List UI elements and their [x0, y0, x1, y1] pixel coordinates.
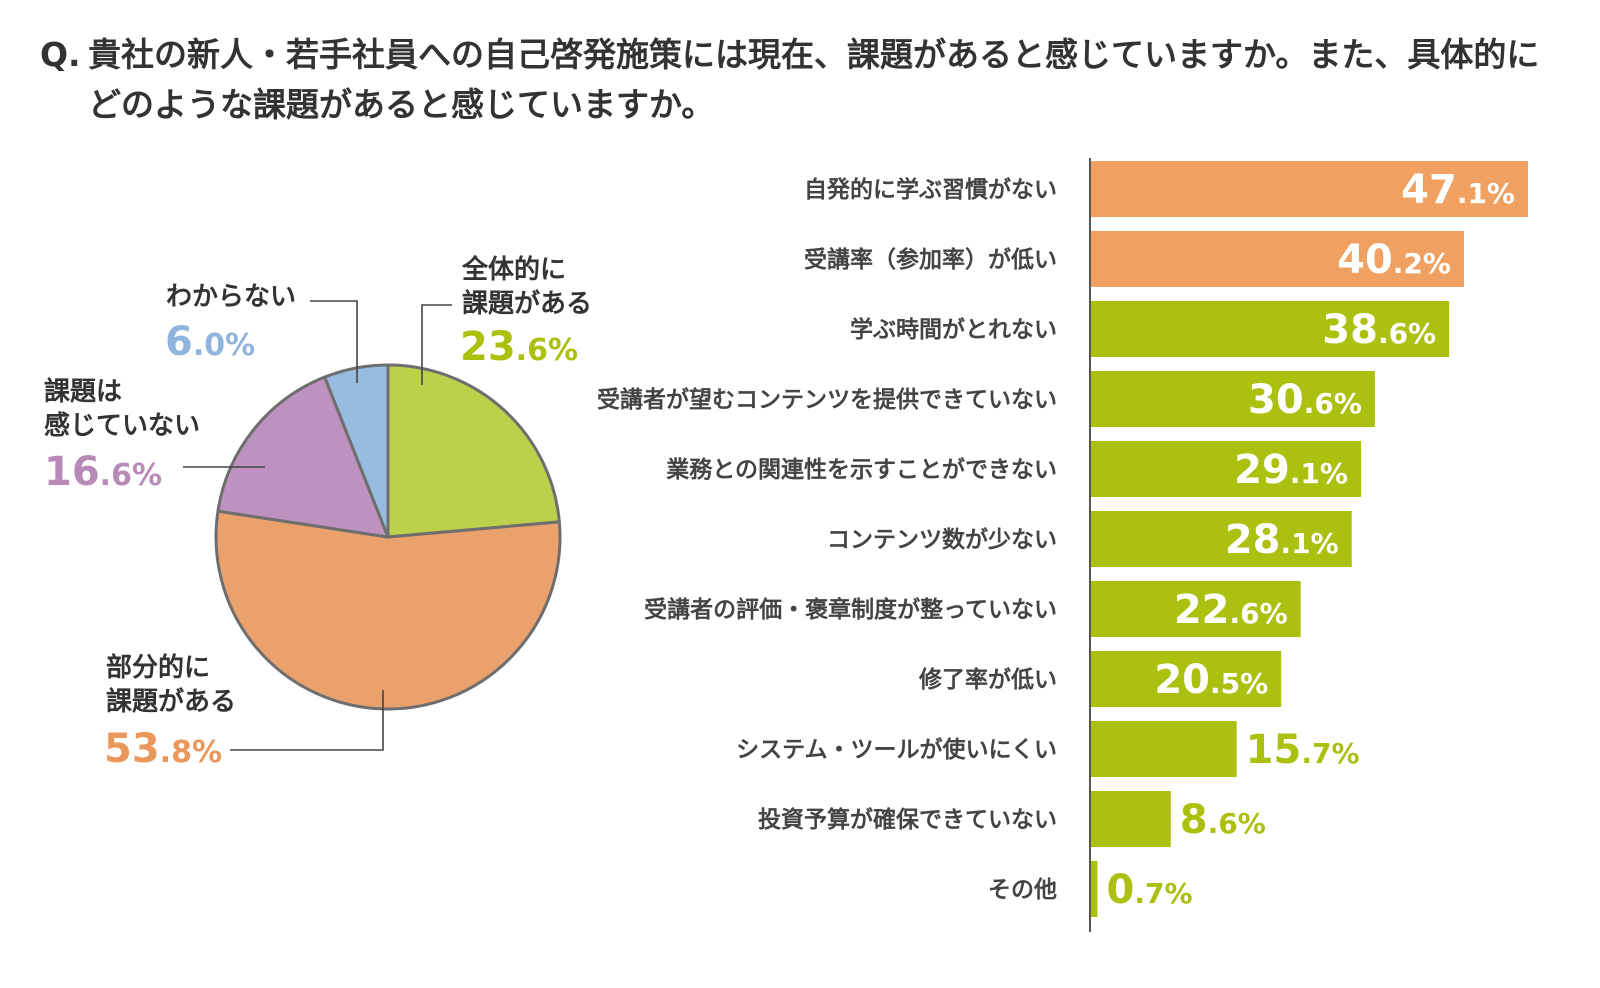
pie-slice-label-2-0: 課題は — [44, 376, 122, 407]
bar-value-label-4: 29.1% — [1234, 447, 1348, 493]
bar-9 — [1091, 791, 1171, 847]
pie-chart: 全体的に課題がある23.6%部分的に課題がある53.8%課題は感じていない16.… — [44, 254, 592, 772]
bar-category-label-9: 投資予算が確保できていない — [758, 806, 1057, 833]
pie-slice-label-2-1: 感じていない — [44, 411, 200, 441]
bar-value-label-10: 0.7% — [1106, 867, 1192, 913]
bar-value-label-3: 30.6% — [1248, 377, 1362, 423]
bar-2 — [1091, 301, 1450, 357]
question-text: 貴社の新人・若手社員への自己啓発施策には現在、課題があると感じていますか。また、… — [88, 35, 1540, 124]
bar-8 — [1091, 721, 1237, 777]
question-prefix: Q. — [40, 35, 81, 74]
pie-slice-0 — [386, 363, 561, 539]
pie-leader-line-0 — [421, 304, 452, 385]
bar-1 — [1091, 231, 1464, 287]
bar-value-label-2: 38.6% — [1322, 307, 1436, 353]
bar-value-label-6: 22.6% — [1174, 587, 1288, 633]
pie-slice-value-3: 6.0% — [165, 319, 255, 365]
pie-slice-label-3-0: わからない — [166, 282, 296, 312]
bar-3 — [1091, 371, 1375, 427]
bar-chart: 自発的に学ぶ習慣がない 47.1% 受講率（参加率）が低い 40.2% 学ぶ時間がとれな… — [597, 158, 1528, 932]
bar-value-label-5: 28.1% — [1225, 517, 1339, 563]
bar-0 — [1091, 161, 1528, 217]
pie-slice-3 — [323, 363, 390, 539]
bar-6 — [1091, 581, 1301, 637]
pie-slice-value-1: 53.8% — [104, 726, 222, 772]
pie-slice-label-0-1: 課題がある — [462, 288, 592, 319]
bar-value-label-9: 8.6% — [1180, 797, 1266, 843]
question-title: Q. 貴社の新人・若手社員への自己啓発施策には現在、課題があると感じていますか。… — [40, 30, 1570, 130]
bar-value-label-7: 20.5% — [1154, 657, 1268, 703]
bar-category-label-6: 受講者の評価・褒章制度が整っていない — [644, 596, 1057, 623]
bar-value-label-8: 15.7% — [1246, 727, 1360, 773]
pie-leader-line-3 — [310, 300, 358, 383]
bar-category-label-8: システム・ツールが使いにくい — [736, 736, 1057, 763]
bar-value-label-1: 40.2% — [1337, 237, 1451, 283]
bar-category-label-2: 学ぶ時間がとれない — [850, 316, 1057, 343]
bar-category-label-3: 受講者が望むコンテンツを提供できていない — [597, 386, 1057, 413]
pie-slice-label-1-1: 課題がある — [106, 686, 236, 717]
bar-7 — [1091, 651, 1282, 707]
bar-4 — [1091, 441, 1361, 497]
pie-slice-label-0-0: 全体的に — [461, 254, 566, 285]
pie-slice-label-1-0: 部分的に — [106, 652, 210, 683]
bar-category-label-7: 修了率が低い — [918, 666, 1057, 693]
bar-category-label-10: その他 — [988, 877, 1057, 903]
bar-10 — [1091, 861, 1098, 917]
bar-category-label-0: 自発的に学ぶ習慣がない — [804, 176, 1057, 203]
pie-slice-value-0: 23.6% — [460, 324, 578, 370]
bar-category-label-1: 受講率（参加率）が低い — [804, 246, 1057, 273]
bar-category-label-4: 業務との関連性を示すことができない — [665, 456, 1057, 483]
pie-slice-value-2: 16.6% — [44, 449, 162, 495]
pie-slice-2 — [216, 375, 390, 539]
bar-value-label-0: 47.1% — [1401, 167, 1515, 213]
pie-slice-1 — [214, 509, 562, 711]
pie-leader-line-1 — [230, 690, 384, 751]
bar-category-label-5: コンテンツ数が少ない — [827, 526, 1057, 553]
bar-5 — [1091, 511, 1352, 567]
